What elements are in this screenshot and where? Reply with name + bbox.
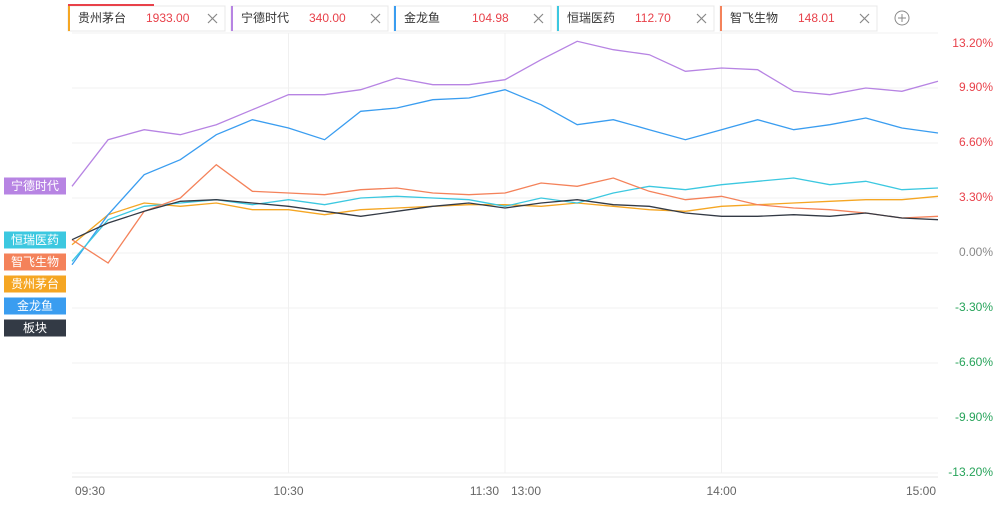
series-tab[interactable]: 金龙鱼 104.98 (393, 5, 552, 32)
tab-close[interactable] (696, 13, 707, 24)
tab-price: 104.98 (472, 11, 509, 25)
x-tick-label: 10:30 (273, 484, 303, 498)
badge-label: 板块 (23, 321, 47, 335)
tab-close[interactable] (207, 13, 218, 24)
tab-price: 340.00 (309, 11, 346, 25)
y-tick-label: 0.00% (959, 245, 993, 259)
y-tick-label: -6.60% (955, 355, 993, 369)
tab-name: 贵州茅台 (78, 10, 126, 25)
tab-close[interactable] (370, 13, 381, 24)
y-tick-label: 6.60% (959, 135, 993, 149)
tab-price: 148.01 (798, 11, 835, 25)
y-tick-label: 3.30% (959, 190, 993, 204)
series-badge: 金龙鱼 (4, 297, 66, 315)
series-badge: 宁德时代 (4, 177, 66, 195)
badge-label: 恒瑞医药 (11, 233, 59, 247)
series-line (71, 195, 939, 246)
tab-color (231, 6, 233, 31)
badge-label: 贵州茅台 (11, 276, 59, 291)
series-tab[interactable]: 恒瑞医药 112.70 (556, 5, 715, 32)
x-tick-label: 14:00 (706, 484, 736, 498)
tab-bg (719, 5, 878, 32)
tab-color (394, 6, 396, 31)
badge-bg (4, 297, 66, 315)
tab-name: 金龙鱼 (404, 10, 440, 25)
y-tick-label: -3.30% (955, 300, 993, 314)
tab-name: 智飞生物 (730, 10, 778, 25)
tab-active (68, 4, 154, 6)
tab-bg (393, 5, 552, 32)
series-badge: 恒瑞医药 (4, 231, 66, 249)
tab-color (68, 6, 70, 31)
badge-label: 宁德时代 (11, 178, 59, 193)
add-circle (894, 10, 910, 26)
badge-bg (4, 253, 66, 271)
y-tick-label: -13.20% (948, 465, 993, 479)
badge-label: 智飞生物 (11, 254, 59, 269)
add-button[interactable] (894, 10, 910, 26)
badge-bg (4, 275, 66, 293)
tab-bg (230, 5, 389, 32)
x-tick-label: 11:30 (470, 484, 499, 498)
tab-name: 宁德时代 (241, 10, 289, 25)
tab-price: 1933.00 (146, 11, 190, 25)
series-line (71, 40, 939, 187)
series-line (71, 163, 939, 264)
series-tab[interactable]: 智飞生物 148.01 (719, 5, 878, 32)
tab-close[interactable] (533, 13, 544, 24)
x-tick-label: 15:00 (906, 484, 936, 498)
tab-color (720, 6, 722, 31)
series-line (71, 89, 939, 266)
x-tick-label: 09:30 (75, 484, 105, 498)
badge-bg (4, 319, 66, 337)
series-tab[interactable]: 贵州茅台 1933.00 (67, 4, 226, 32)
y-tick-label: 9.90% (959, 80, 993, 94)
series-line (71, 199, 939, 241)
badge-bg (4, 231, 66, 249)
series-tab[interactable]: 宁德时代 340.00 (230, 5, 389, 32)
y-tick-label: 13.20% (952, 36, 993, 50)
series-badge: 板块 (4, 319, 66, 337)
series-badge: 贵州茅台 (4, 275, 66, 293)
x-tick-label: 13:00 (511, 484, 541, 498)
tab-close[interactable] (859, 13, 870, 24)
tab-color (557, 6, 559, 31)
add-plus (898, 14, 906, 22)
y-tick-label: -9.90% (955, 410, 993, 424)
series-badge: 智飞生物 (4, 253, 66, 271)
badge-label: 金龙鱼 (17, 298, 53, 313)
badge-bg (4, 177, 66, 195)
tab-name: 恒瑞医药 (567, 11, 615, 25)
tab-price: 112.70 (635, 11, 671, 25)
tab-bg (556, 5, 715, 32)
